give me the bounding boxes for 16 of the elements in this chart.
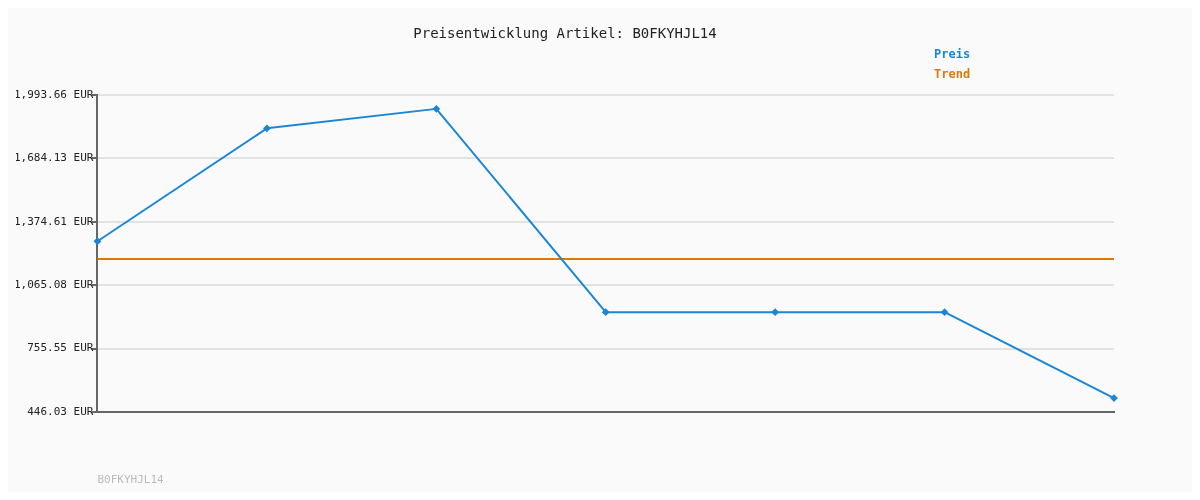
y-tick-label: 446.03 EUR [27,404,94,418]
y-tick-label: 1,065.08 EUR [13,277,94,291]
y-tick-label: 755.55 EUR [27,341,94,355]
y-tick-label: 1,684.13 EUR [13,151,94,165]
text: Trend [934,67,971,82]
text: Preis [934,47,971,62]
chart-title: Preisentwicklung Artikel: B0FKYHJL14 [413,25,717,42]
y-tick-label: 1,993.66 EUR [13,87,94,101]
point [93,237,101,245]
point [602,308,610,316]
text: B0FKYHJL14 [97,472,165,486]
point [771,308,779,316]
point [263,124,271,132]
y-tick-label: 1,374.61 EUR [13,214,94,228]
point [432,105,440,113]
point [941,308,949,316]
